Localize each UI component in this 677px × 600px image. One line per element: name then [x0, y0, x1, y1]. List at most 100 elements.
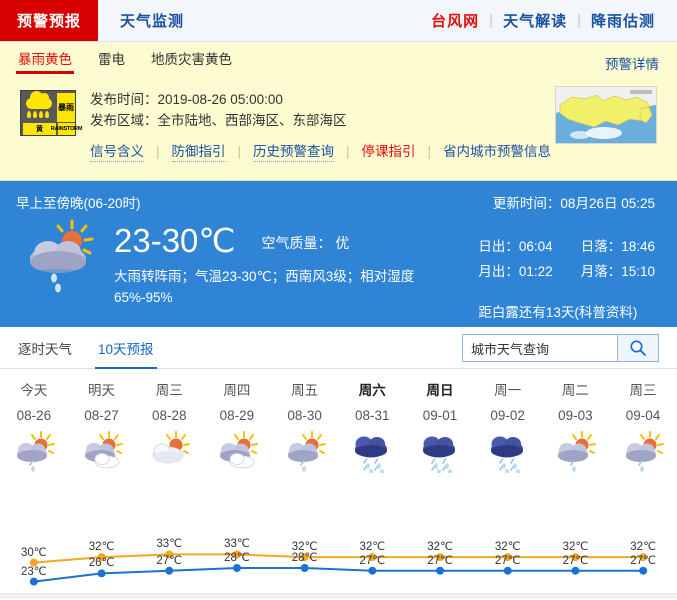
- forecast-weather-icon: [271, 423, 339, 475]
- forecast-day-label: 周六: [358, 383, 386, 398]
- warning-link-province-info[interactable]: 省内城市预警信息: [443, 144, 552, 159]
- low-temp-label: 23℃: [20, 565, 47, 578]
- search-button[interactable]: [617, 334, 659, 362]
- high-temp-point: [639, 553, 648, 562]
- sun-cloud-icon: [152, 431, 191, 464]
- forecast-date-label: 09-03: [558, 408, 593, 423]
- forecast-day-column[interactable]: 周二 09-03: [542, 369, 610, 475]
- forecast-day-column[interactable]: 今天 08-26: [0, 369, 68, 475]
- cloudy-sun-rain-icon: [16, 431, 55, 472]
- low-temp-point: [232, 564, 241, 572]
- today-weather-panel: 早上至傍晚(06-20时): [0, 181, 677, 327]
- high-temp-point: [165, 550, 174, 559]
- forecast-day-column[interactable]: 周三 08-28: [135, 369, 203, 475]
- sunrise-row: 日出：06:04: [478, 236, 552, 257]
- low-temp-point: [29, 577, 38, 586]
- warning-link-sep-4: |: [427, 143, 432, 159]
- warning-link-history-query[interactable]: 历史预警查询: [253, 140, 335, 162]
- solar-term-countdown[interactable]: 距白露还有13天(科普资料): [478, 305, 638, 320]
- nav-link-weather-analysis[interactable]: 天气解读: [503, 13, 568, 30]
- forecast-day-label: 今天: [20, 383, 48, 398]
- high-temp-label: 32℃: [359, 541, 386, 554]
- air-quality-value: 优: [335, 235, 350, 251]
- forecast-weather-icon: [542, 423, 610, 475]
- search-input[interactable]: [462, 334, 617, 362]
- forecast-date-label: 08-30: [287, 408, 322, 423]
- low-temp-line: [33, 567, 644, 583]
- nav-item-weather-monitoring[interactable]: 天气监测: [120, 13, 185, 30]
- high-temp-point: [571, 553, 580, 562]
- today-temp-row: 23-30℃ 空气质量： 优: [114, 221, 436, 260]
- high-temp-point: [232, 550, 241, 559]
- high-temp-point: [97, 553, 106, 562]
- warning-tab-rainstorm-yellow[interactable]: 暴雨黄色: [16, 48, 74, 74]
- forecast-day-column[interactable]: 周日 09-01: [406, 369, 474, 475]
- sunrise-value: 06:04: [518, 239, 553, 254]
- forecast-date-label: 09-02: [490, 408, 525, 423]
- low-temp-label: 28℃: [291, 552, 318, 564]
- moonset-value: 15:10: [621, 264, 655, 279]
- forecast-weather-icon: [406, 423, 474, 475]
- nav-link-rainfall-estimate[interactable]: 降雨估测: [590, 13, 655, 30]
- warning-link-sep-3: |: [346, 143, 350, 159]
- warning-area-map-thumbnail[interactable]: [555, 86, 657, 144]
- forecast-day-column[interactable]: 明天 08-27: [68, 369, 136, 475]
- sunrise-label: 日出：: [478, 239, 519, 254]
- signal-english-label: RAINSTORM: [51, 123, 82, 135]
- sun-clouds-icon: [84, 431, 123, 469]
- warning-tab-geohazard-yellow[interactable]: 地质灾害黄色: [151, 52, 232, 67]
- forecast-day-column[interactable]: 周一 09-02: [474, 369, 542, 475]
- heavy-rain-icon: [355, 436, 388, 473]
- low-temp-label: 26℃: [88, 557, 115, 570]
- forecast-date-label: 09-04: [625, 408, 661, 423]
- today-side-info: 更新时间：08月26日 05:25 日出：06:04 日落：18:46 月出：0…: [478, 193, 655, 323]
- today-air-quality: 空气质量： 优: [235, 233, 349, 253]
- tab-ten-day-forecast[interactable]: 10天预报: [95, 326, 157, 370]
- high-temp-label: 33℃: [156, 538, 183, 551]
- forecast-day-column[interactable]: 周三 09-04: [609, 369, 677, 475]
- map-graphic-icon: [556, 87, 656, 143]
- forecast-day-label: 周三: [629, 383, 657, 398]
- moonrise-label: 月出：: [478, 264, 519, 279]
- low-temp-point: [300, 564, 309, 572]
- low-temp-label: 27℃: [494, 554, 521, 567]
- warning-link-sep-1: |: [156, 143, 160, 159]
- high-temp-label: 32℃: [562, 541, 589, 554]
- forecast-weather-icon: [203, 423, 271, 475]
- today-period-label: 早上至傍晚(06-20时): [16, 196, 141, 211]
- nav-link-typhoon[interactable]: 台风网: [431, 13, 480, 30]
- warning-link-signal-meaning[interactable]: 信号含义: [90, 140, 144, 162]
- high-temp-line: [33, 553, 644, 564]
- sunset-row: 日落：18:46: [581, 236, 655, 257]
- air-quality-label: 空气质量：: [261, 235, 332, 251]
- warning-tab-thunder[interactable]: 雷电: [98, 52, 125, 67]
- forecast-date-label: 09-01: [422, 408, 458, 423]
- moonset-row: 月落：15:10: [581, 261, 655, 282]
- temperature-chart-svg: [29, 550, 648, 586]
- tab-hourly-weather[interactable]: 逐时天气: [18, 342, 72, 357]
- forecast-weather-icon: [474, 423, 542, 475]
- nav-item-forecast-warning[interactable]: 预警预报: [0, 0, 98, 41]
- city-search-box: [462, 334, 659, 362]
- high-temp-point: [436, 553, 445, 562]
- update-time-line: 更新时间：08月26日 05:25: [478, 193, 655, 214]
- today-weather-icon: [20, 215, 106, 295]
- warning-link-defense-guide[interactable]: 防御指引: [171, 140, 226, 162]
- forecast-day-column[interactable]: 周六 08-31: [338, 369, 406, 475]
- forecast-day-column[interactable]: 周五 08-30: [271, 369, 339, 475]
- cloudy-sun-rain-icon: [287, 431, 326, 472]
- forecast-day-column[interactable]: 周四 08-29: [203, 369, 271, 475]
- sun-moon-table: 日出：06:04 日落：18:46 月出：01:22 月落：15:10: [478, 236, 655, 282]
- warning-link-class-suspension[interactable]: 停课指引: [361, 144, 416, 159]
- ten-day-forecast: 今天 08-26 明天 08-27 周三 08-28 周四 08-29 周五 08-30 周六 08-…: [0, 369, 677, 593]
- forecast-day-label: 周日: [426, 383, 454, 398]
- high-temp-point: [368, 553, 377, 562]
- low-temp-label: 27℃: [562, 554, 589, 567]
- warning-issue-time-value: 2019-08-26 05:00:00: [157, 92, 283, 107]
- top-nav-right-links: 台风网 | 天气解读 | 降雨估测: [421, 0, 665, 41]
- forecast-date-label: 08-29: [219, 408, 255, 423]
- warning-area-line: 发布区域：全市陆地、西部海区、东部海区: [90, 110, 551, 131]
- warning-detail-link[interactable]: 预警详情: [605, 57, 659, 72]
- forecast-tabs-bar: 逐时天气 10天预报: [0, 326, 677, 370]
- today-info-block: 23-30℃ 空气质量： 优 大雨转阵雨；气温23-30℃；西南风3级；相对湿度…: [106, 215, 436, 308]
